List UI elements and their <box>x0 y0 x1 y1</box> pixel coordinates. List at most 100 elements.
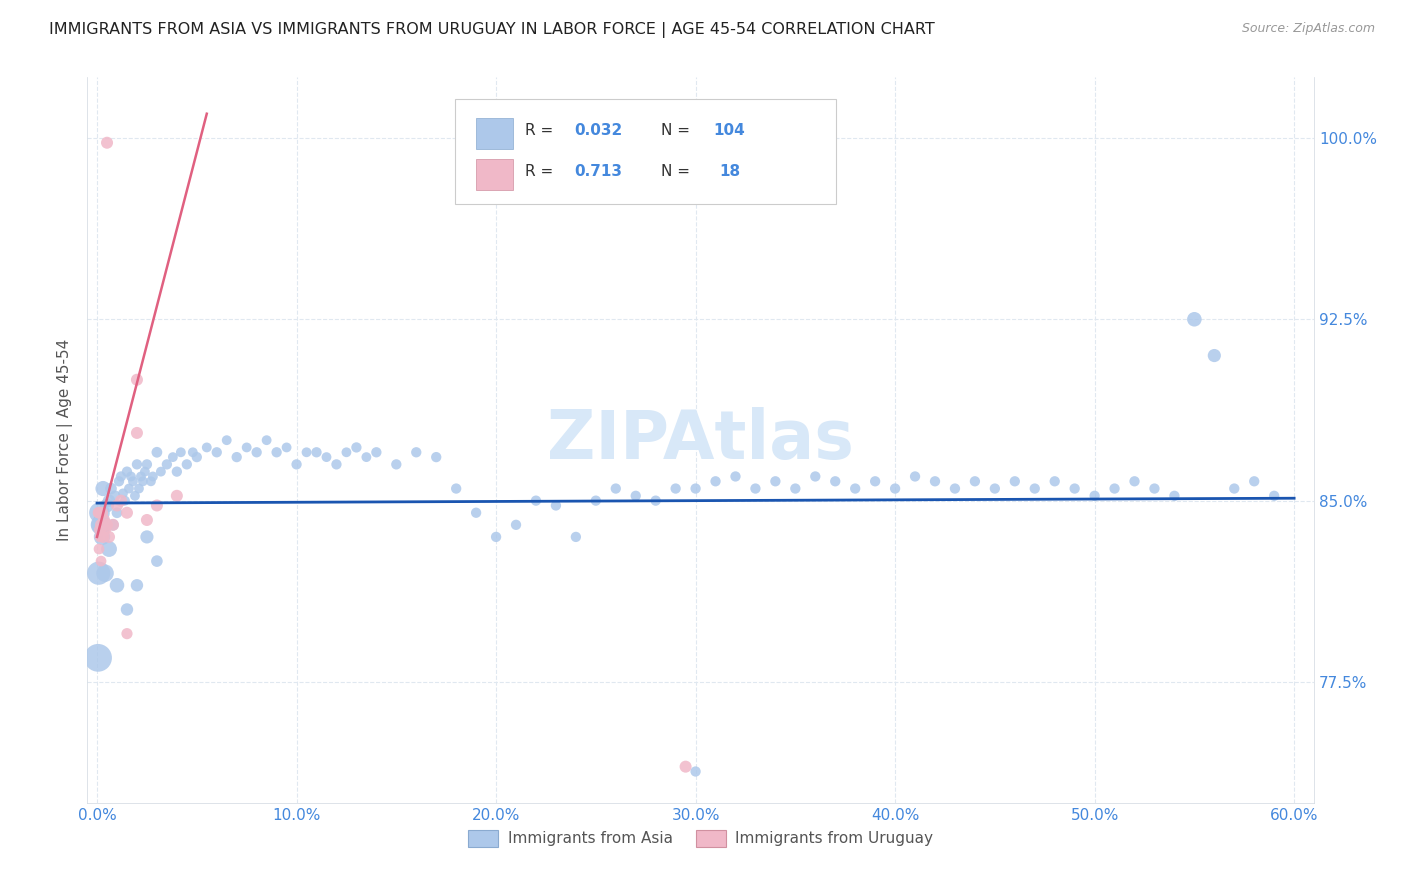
Point <box>215 433 238 447</box>
Point <box>118 482 141 496</box>
Point <box>884 482 907 496</box>
Point <box>1204 349 1226 363</box>
Point <box>146 499 169 513</box>
Point <box>295 445 318 459</box>
Point <box>115 506 138 520</box>
Point <box>315 450 337 464</box>
Point <box>785 482 807 496</box>
Point <box>115 602 138 616</box>
Point <box>924 475 946 489</box>
Text: ZIPAtlas: ZIPAtlas <box>547 407 853 473</box>
Point <box>1143 482 1166 496</box>
Point <box>87 506 110 520</box>
Point <box>115 465 138 479</box>
Point <box>101 517 124 532</box>
Point <box>485 530 508 544</box>
Point <box>170 445 193 459</box>
Text: 18: 18 <box>718 164 740 179</box>
Point <box>335 445 357 459</box>
Point <box>98 493 121 508</box>
Text: Source: ZipAtlas.com: Source: ZipAtlas.com <box>1241 22 1375 36</box>
Point <box>135 458 157 472</box>
Point <box>984 482 1007 496</box>
Point <box>125 425 148 440</box>
Point <box>943 482 966 496</box>
Point <box>205 445 228 459</box>
Bar <box>477 118 513 149</box>
Point <box>89 530 111 544</box>
Point <box>87 566 110 581</box>
Text: N =: N = <box>661 164 695 179</box>
Point <box>166 489 188 503</box>
Point <box>94 566 117 581</box>
Point <box>105 506 128 520</box>
Point <box>444 482 467 496</box>
Point <box>585 493 607 508</box>
Point <box>344 441 367 455</box>
Point <box>366 445 388 459</box>
Point <box>225 450 247 464</box>
Text: 0.032: 0.032 <box>574 123 623 138</box>
Point <box>162 450 184 464</box>
Point <box>1263 489 1285 503</box>
Point <box>108 475 131 489</box>
Point <box>1063 482 1085 496</box>
Point <box>91 530 114 544</box>
Point <box>91 530 114 544</box>
Point <box>156 458 179 472</box>
Point <box>1084 489 1107 503</box>
Point <box>87 541 110 556</box>
Point <box>305 445 328 459</box>
Point <box>1182 312 1205 326</box>
Point <box>120 469 142 483</box>
Point <box>114 493 136 508</box>
Point <box>644 493 666 508</box>
Point <box>675 759 697 773</box>
Point <box>1163 489 1185 503</box>
Point <box>110 469 132 483</box>
Point <box>685 482 707 496</box>
Point <box>87 506 110 520</box>
Y-axis label: In Labor Force | Age 45-54: In Labor Force | Age 45-54 <box>58 339 73 541</box>
Point <box>685 764 707 779</box>
Point <box>405 445 427 459</box>
Point <box>98 541 121 556</box>
Point <box>125 578 148 592</box>
Point <box>135 513 157 527</box>
Point <box>763 475 786 489</box>
Point <box>90 517 112 532</box>
Point <box>524 493 547 508</box>
Point <box>665 482 688 496</box>
Point <box>256 433 278 447</box>
Point <box>96 517 118 532</box>
Point <box>146 445 169 459</box>
Point <box>863 475 886 489</box>
Point <box>125 373 148 387</box>
Point <box>1004 475 1026 489</box>
Point <box>1024 482 1046 496</box>
Point <box>149 465 172 479</box>
Point <box>122 475 145 489</box>
Point <box>844 482 866 496</box>
Point <box>181 445 204 459</box>
Point <box>101 517 124 532</box>
Point <box>176 458 198 472</box>
Point <box>1223 482 1246 496</box>
Point <box>91 482 114 496</box>
Point <box>87 650 110 665</box>
Point <box>125 458 148 472</box>
Point <box>129 469 152 483</box>
Text: 0.713: 0.713 <box>574 164 623 179</box>
Point <box>91 506 114 520</box>
Point <box>115 626 138 640</box>
Point <box>146 554 169 568</box>
Point <box>356 450 378 464</box>
Point <box>139 475 162 489</box>
Point <box>105 578 128 592</box>
Point <box>904 469 927 483</box>
Legend: Immigrants from Asia, Immigrants from Uruguay: Immigrants from Asia, Immigrants from Ur… <box>461 823 939 854</box>
Point <box>124 489 146 503</box>
Point <box>98 530 121 544</box>
Point <box>565 530 588 544</box>
Point <box>325 458 347 472</box>
